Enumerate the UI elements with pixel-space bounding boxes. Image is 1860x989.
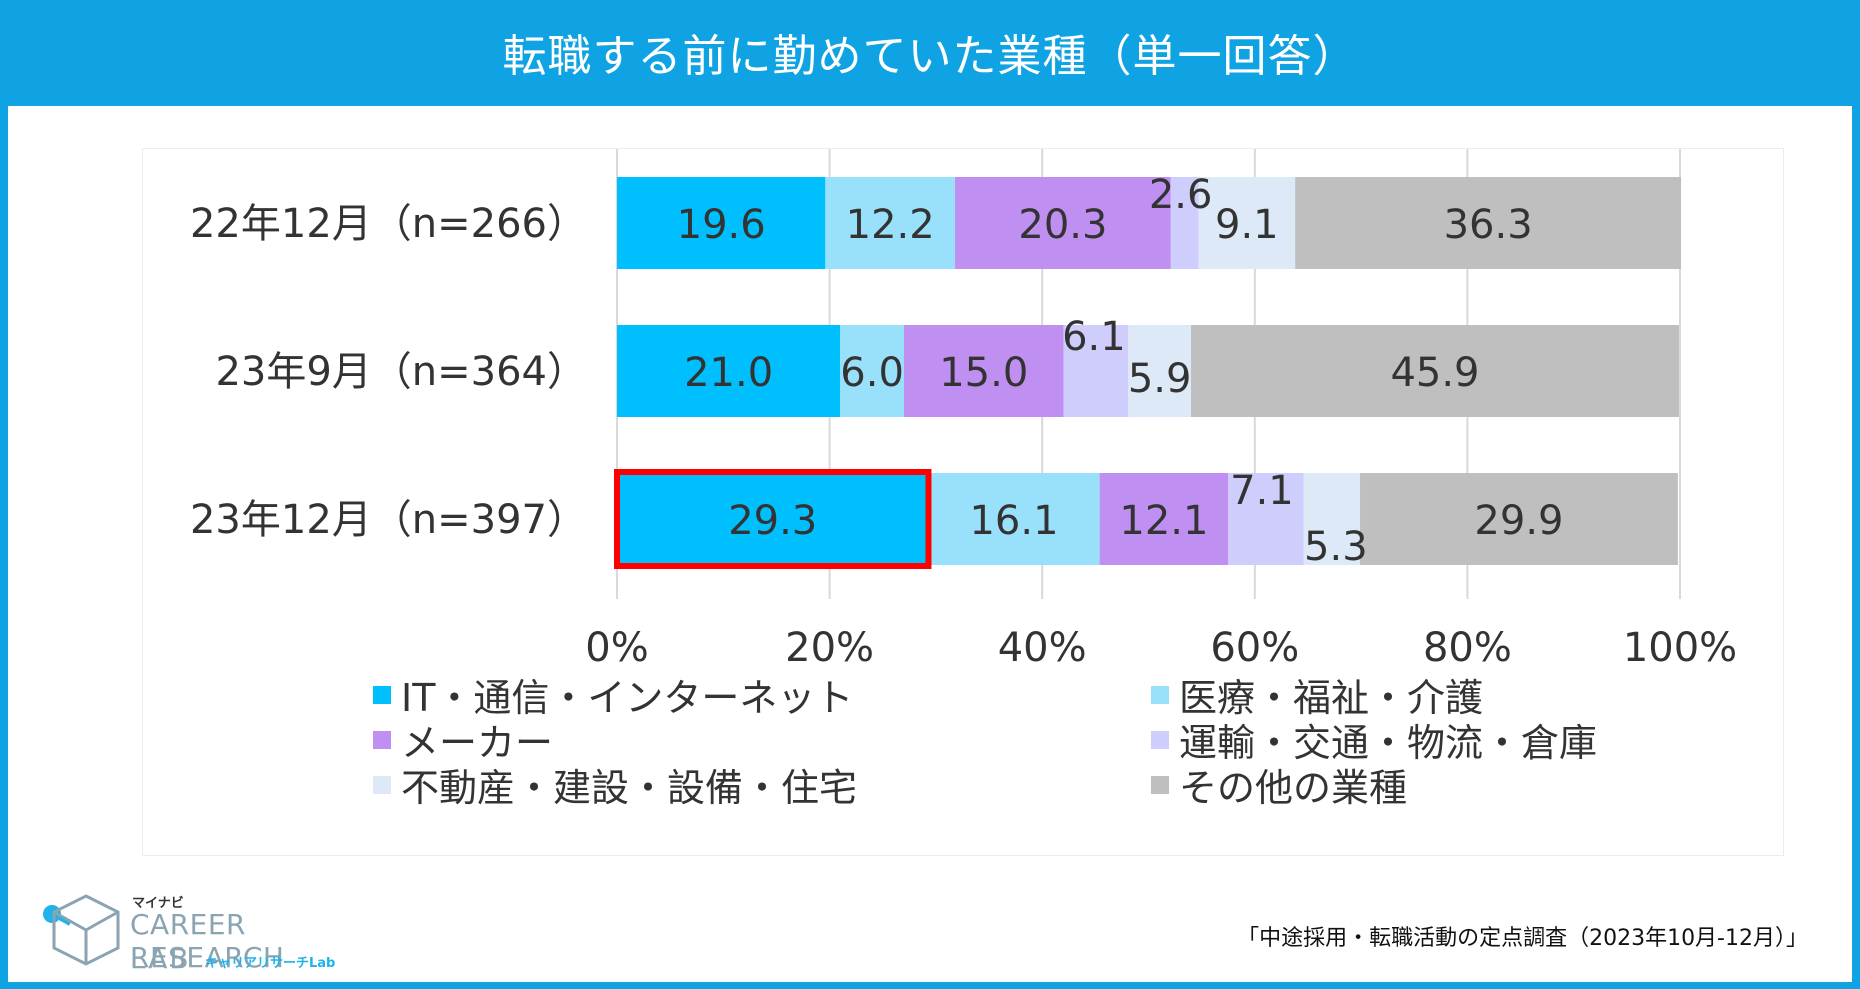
value-label: 19.6 [677,202,766,248]
x-tick-label: 80% [1423,625,1512,671]
highlight-box [614,469,932,569]
value-label: 16.1 [969,498,1058,544]
value-label: 2.6 [1149,172,1213,218]
legend-label: 運輸・交通・物流・倉庫 [1179,721,1598,765]
value-label: 9.1 [1215,202,1279,248]
bar-segment [1191,325,1679,417]
bar-segment [1228,473,1304,565]
stacked-bar-chart: 22年12月（n=266） 23年9月（n=364） 23年12月（n=397） 19… [190,149,1737,671]
bar-segment [617,473,929,565]
chart-legend: IT・通信・インターネット 医療・福祉・介護メーカー 運輸・交通・物流・倉庫不動産・… [143,149,1597,810]
category-label: 23年9月（n=364） [215,349,587,395]
legend-swatch [1151,730,1169,749]
bar-segment [955,177,1171,269]
bar-segment [1303,473,1361,565]
legend-label: その他の業種 [1179,766,1408,810]
value-label: 5.9 [1128,356,1192,402]
value-label: 29.9 [1474,498,1563,544]
logo-cube-icon [43,894,120,966]
logo-kana-text: キャリアリサーチLab [205,956,336,971]
bar-segment [1099,473,1229,565]
legend-swatch [373,775,391,794]
logo-career-research-text: CAREER RESEARCH [130,908,285,974]
legend-item: 不動産・建設・設備・住宅 [373,757,857,812]
x-tick-label: 0% [585,625,648,671]
legend-item: 医療・福祉・介護 [1151,667,1483,722]
legend-item: その他の業種 [1151,757,1407,812]
source-note: 「中途採用・転職活動の定点調査（2023年10月-12月）」 [1237,926,1808,951]
value-label: 6.1 [1062,314,1126,360]
chart-area: 22年12月（n=266） 23年9月（n=364） 23年12月（n=397） 19… [142,148,1784,856]
value-label: 45.9 [1390,350,1479,396]
legend-item: メーカー [373,712,553,767]
bar-segment [617,177,826,269]
logo-mynavi-text: マイナビ [132,896,184,911]
value-label: 29.3 [728,498,817,544]
legend-label: 医療・福祉・介護 [1179,676,1484,720]
value-label: 36.3 [1444,202,1533,248]
career-research-lab-logo: マイナビ CAREER RESEARCH LAB キャリアリサーチLab [40,890,400,980]
value-label: 12.1 [1119,498,1208,544]
bar-segment [1295,177,1682,269]
value-label: 20.3 [1018,202,1107,248]
logo-lab-text: LAB [130,942,191,975]
page-title: 転職する前に勤めていた業種（単一回答） [502,31,1358,82]
bar-segment [825,177,956,269]
value-label: 21.0 [684,350,773,396]
value-label: 15.0 [939,350,1028,396]
legend-label: 不動産・建設・設備・住宅 [401,766,858,810]
value-label: 6.0 [840,350,904,396]
bar-segment [1198,177,1296,269]
legend-item: 運輸・交通・物流・倉庫 [1151,712,1597,767]
legend-item: IT・通信・インターネット [373,667,853,722]
bar-segment [1063,325,1129,417]
legend-swatch [1151,775,1169,794]
bar-segment [1128,325,1192,417]
bar-segment [1170,177,1199,269]
bar-segment [928,473,1100,565]
bar-segment [840,325,905,417]
bar-segment [617,325,841,417]
legend-swatch [1151,685,1169,704]
bar-segment [1360,473,1678,565]
x-tick-label: 100% [1623,625,1737,671]
legend-swatch [373,730,391,749]
x-tick-label: 40% [998,625,1087,671]
value-label: 12.2 [846,202,935,248]
legend-label: IT・通信・インターネット [401,676,854,720]
category-label: 23年12月（n=397） [190,497,587,543]
category-label: 22年12月（n=266） [190,201,587,247]
x-tick-label: 20% [785,625,874,671]
title-bar: 転職する前に勤めていた業種（単一回答） [0,0,1860,106]
legend-swatch [373,685,391,704]
value-label: 5.3 [1304,524,1368,570]
legend-label: メーカー [401,721,554,765]
x-tick-label: 60% [1210,625,1299,671]
bar-segment [904,325,1064,417]
value-label: 7.1 [1230,468,1294,514]
